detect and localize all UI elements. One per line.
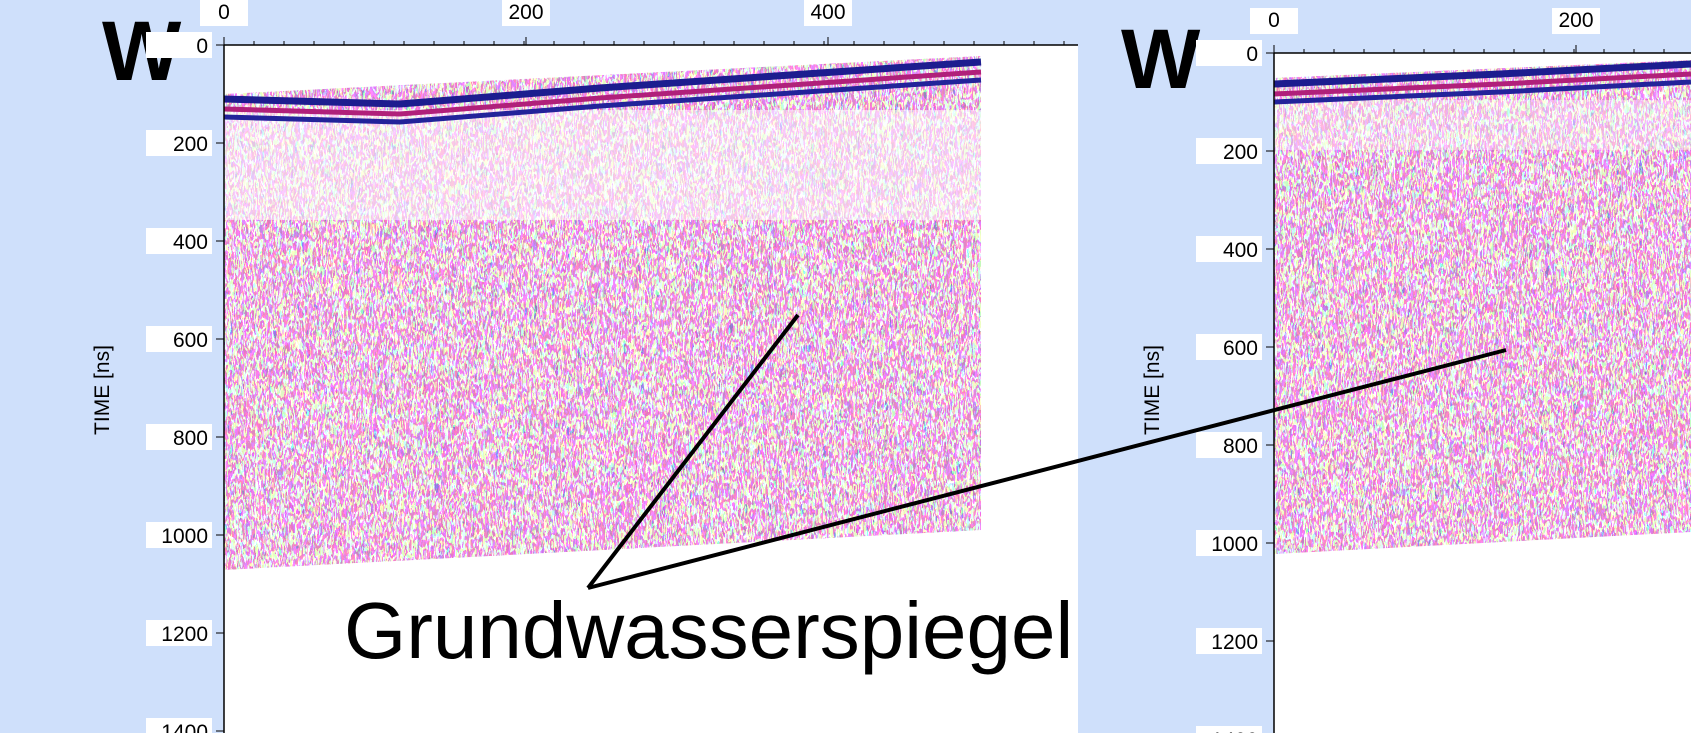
y-tick-label: 600	[1223, 337, 1258, 360]
y-tick-label: 1000	[161, 525, 208, 548]
y-axis-label: TIME [ns]	[1141, 345, 1164, 435]
annotation: Grundwasserspiegel	[344, 586, 1073, 675]
y-tick-label: 800	[173, 427, 208, 450]
x-tick-label: 400	[810, 1, 845, 24]
y-tick-label: 400	[173, 231, 208, 254]
y-tick-label: 0	[1246, 43, 1258, 66]
y-tick-label: 1200	[1211, 631, 1258, 654]
x-tick-label: 0	[1268, 9, 1280, 32]
y-tick-label: 600	[173, 329, 208, 352]
x-tick-label: 0	[218, 1, 230, 24]
y-tick-label: 200	[173, 133, 208, 156]
radargram	[224, 50, 984, 580]
y-tick-label: 1200	[161, 623, 208, 646]
y-tick-label: 400	[1223, 239, 1258, 262]
x-tick-label: 200	[508, 1, 543, 24]
y-tick-label: 1000	[1211, 533, 1258, 556]
y-tick-label: 800	[1223, 435, 1258, 458]
panel-label: W	[1121, 12, 1201, 106]
x-tick-label: 200	[1558, 9, 1593, 32]
page: W 0 200 400 600 800 1000 1200 1400 0 200 400 TIME [n…	[0, 0, 1691, 733]
y-tick-label: 1400	[161, 721, 208, 733]
y-tick-label: 200	[1223, 141, 1258, 164]
radargram-figure: W 0 200 400 600 800 1000 1200 1400 0 200 400 TIME [n…	[0, 0, 1691, 733]
y-tick-label: 1400	[1211, 729, 1258, 733]
radargram	[1274, 55, 1691, 560]
y-axis-label: TIME [ns]	[91, 345, 114, 435]
y-tick-label: 0	[196, 35, 208, 58]
